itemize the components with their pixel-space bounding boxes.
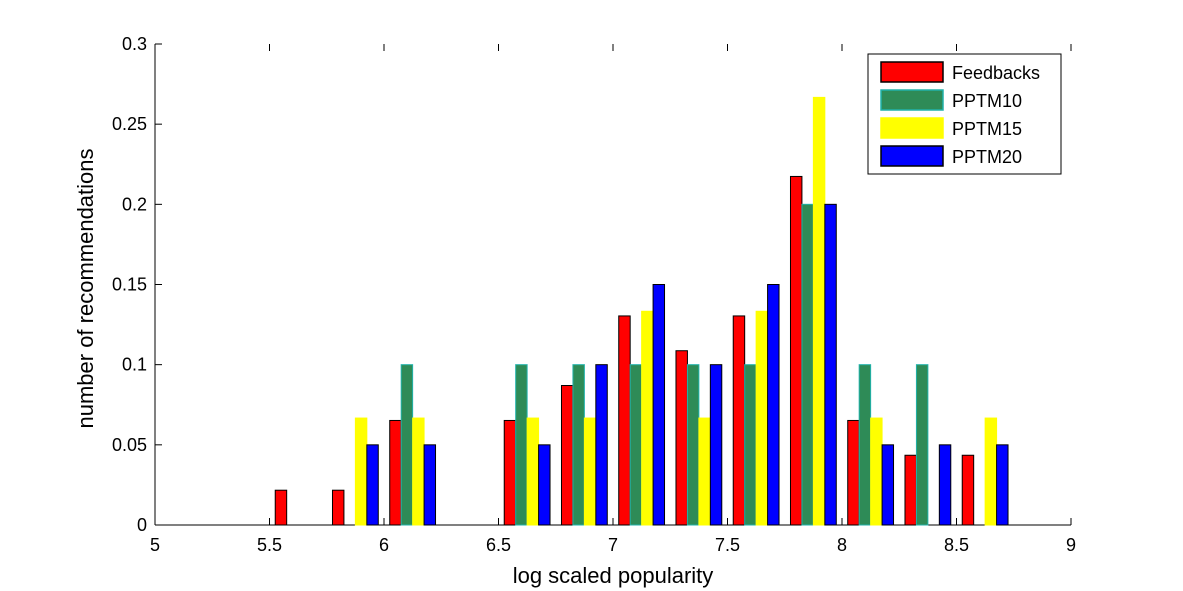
bar-pptm20-13 xyxy=(938,444,952,526)
bar-pptm15-3 xyxy=(354,417,368,526)
y-tick-label: 0.25 xyxy=(112,114,147,134)
bar-pptm15-7 xyxy=(583,417,597,526)
bar-pptm10-11 xyxy=(801,203,814,526)
y-tick-label: 0.3 xyxy=(122,34,147,54)
bar-pptm20-14 xyxy=(996,444,1009,526)
bar-pptm10-12 xyxy=(858,364,872,526)
x-tick-label: 5.5 xyxy=(257,535,282,555)
bar-pptm20-9 xyxy=(709,364,723,526)
bar-pptm20-12 xyxy=(881,444,895,526)
legend-swatch-pptm15 xyxy=(880,117,944,139)
bar-pptm15-9 xyxy=(698,417,711,526)
bar-pptm20-3 xyxy=(366,444,379,526)
bar-pptm20-11 xyxy=(824,203,837,526)
bar-pptm10-9 xyxy=(686,364,700,526)
bar-pptm10-8 xyxy=(629,364,643,526)
bar-feedbacks-14 xyxy=(961,454,975,526)
bar-pptm10-7 xyxy=(572,364,585,526)
bar-pptm10-4 xyxy=(400,364,414,526)
legend-swatch-feedbacks xyxy=(880,61,944,83)
y-tick-label: 0.05 xyxy=(112,435,147,455)
bar-pptm20-7 xyxy=(595,364,608,526)
bar-pptm20-10 xyxy=(767,284,780,526)
bar-feedbacks-4 xyxy=(389,419,402,526)
y-tick-label: 0.1 xyxy=(122,355,147,375)
bar-pptm10-6 xyxy=(515,364,528,526)
legend-label-pptm15: PPTM15 xyxy=(952,119,1022,139)
x-tick-label: 8 xyxy=(837,535,847,555)
legend-label-feedbacks: Feedbacks xyxy=(952,63,1040,83)
bar-feedbacks-11 xyxy=(789,175,803,526)
x-tick-label: 9 xyxy=(1066,535,1076,555)
bar-pptm20-4 xyxy=(423,444,437,526)
bar-pptm20-6 xyxy=(538,444,551,526)
x-axis-label: log scaled popularity xyxy=(513,563,714,588)
x-tick-label: 7 xyxy=(608,535,618,555)
x-tick-label: 7.5 xyxy=(715,535,740,555)
bar-feedbacks-9 xyxy=(675,350,688,526)
y-tick-label: 0.15 xyxy=(112,275,147,295)
x-tick-label: 6 xyxy=(379,535,389,555)
bar-feedbacks-8 xyxy=(618,315,631,526)
bar-pptm10-13 xyxy=(915,364,929,526)
legend-swatch-pptm20 xyxy=(880,145,944,167)
bar-pptm15-11 xyxy=(812,96,826,526)
bar-pptm20-8 xyxy=(652,284,666,526)
bar-feedbacks-12 xyxy=(847,419,860,526)
bar-pptm10-10 xyxy=(744,364,757,526)
bar-feedbacks-3 xyxy=(331,489,345,526)
bar-pptm15-12 xyxy=(870,417,883,526)
bar-pptm15-10 xyxy=(755,310,769,526)
x-tick-label: 8.5 xyxy=(944,535,969,555)
bar-pptm15-8 xyxy=(641,310,654,526)
bar-feedbacks-6 xyxy=(503,419,517,526)
y-axis-label: number of recommendations xyxy=(73,148,98,428)
x-tick-label: 5 xyxy=(150,535,160,555)
bar-pptm15-4 xyxy=(412,417,425,526)
bar-feedbacks-2 xyxy=(274,489,288,526)
bar-feedbacks-7 xyxy=(560,385,574,526)
legend-swatch-pptm10 xyxy=(880,89,944,111)
legend-label-pptm20: PPTM20 xyxy=(952,147,1022,167)
x-tick-label: 6.5 xyxy=(486,535,511,555)
legend-label-pptm10: PPTM10 xyxy=(952,91,1022,111)
bar-pptm15-14 xyxy=(984,417,998,526)
y-tick-label: 0 xyxy=(137,515,147,535)
bar-feedbacks-13 xyxy=(904,454,917,526)
bar-feedbacks-10 xyxy=(732,315,746,526)
bar-pptm15-6 xyxy=(526,417,540,526)
y-tick-label: 0.2 xyxy=(122,194,147,214)
